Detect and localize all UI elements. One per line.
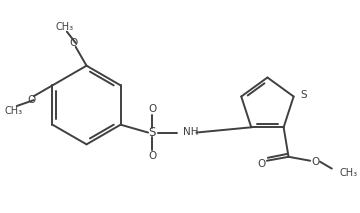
Text: O: O [258, 159, 266, 169]
Text: S: S [148, 126, 156, 139]
Text: O: O [311, 157, 319, 167]
Text: S: S [301, 89, 307, 99]
Text: NH: NH [183, 127, 198, 137]
Text: O: O [148, 151, 156, 161]
Text: CH₃: CH₃ [5, 106, 23, 116]
Text: O: O [69, 38, 78, 48]
Text: CH₃: CH₃ [56, 22, 74, 32]
Text: O: O [148, 104, 156, 114]
Text: CH₃: CH₃ [340, 168, 358, 177]
Text: O: O [28, 95, 36, 105]
